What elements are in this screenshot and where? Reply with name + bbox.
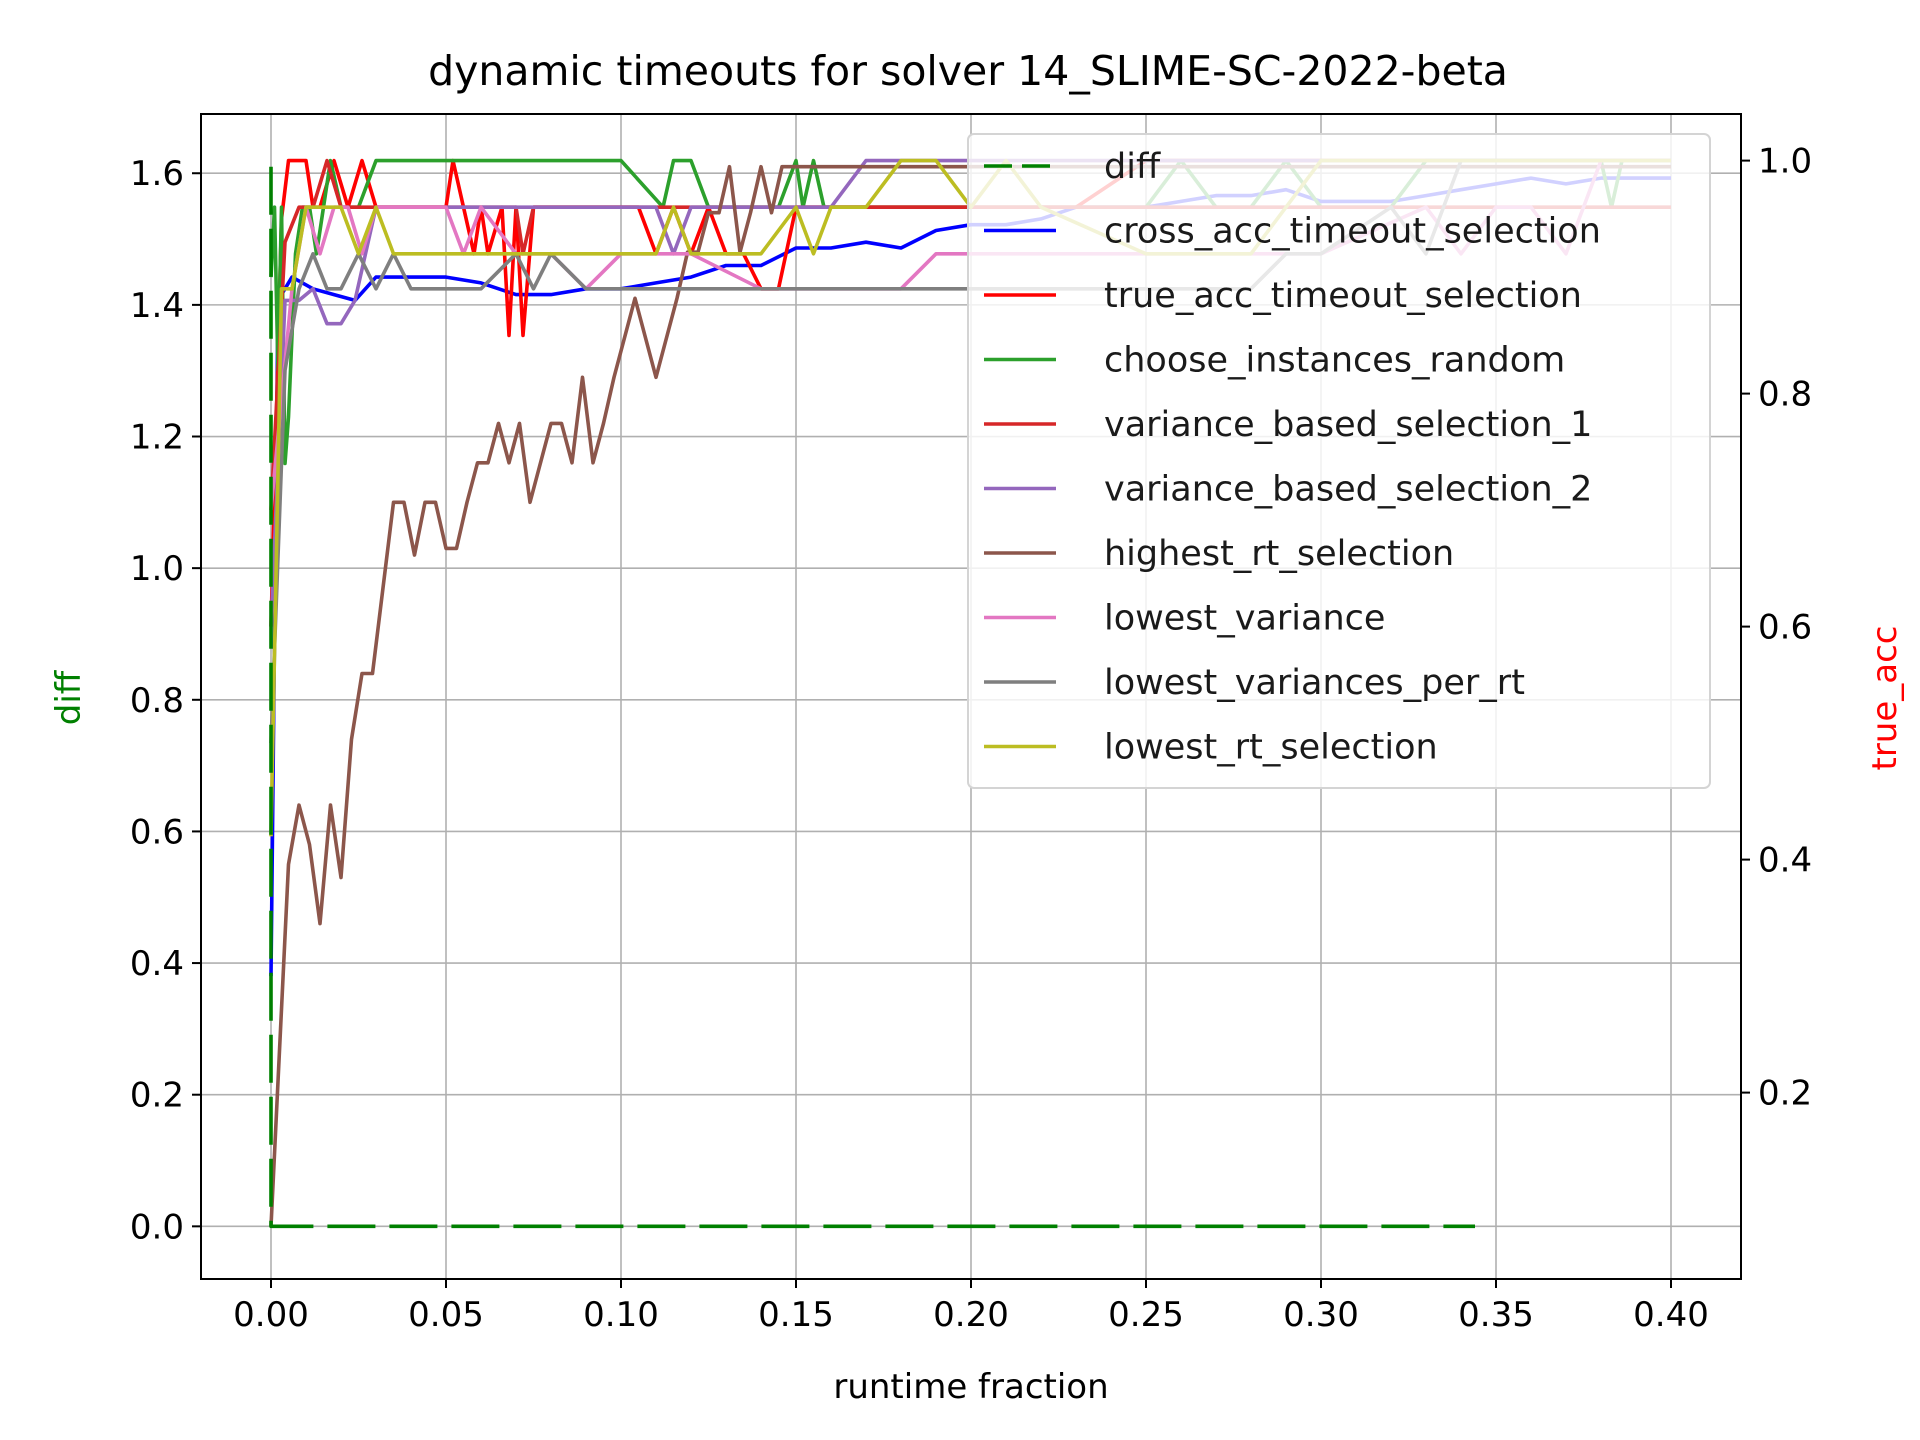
y-tick-label-left: 0.6 xyxy=(130,812,184,852)
x-axis-title: runtime fraction xyxy=(833,1367,1108,1407)
x-tick-label: 0.40 xyxy=(1633,1295,1709,1335)
y-tick-label-right: 1.0 xyxy=(1758,142,1812,182)
legend-label: lowest_variances_per_rt xyxy=(1104,663,1525,703)
y-tick-label-right: 0.2 xyxy=(1758,1074,1812,1114)
x-tick-label: 0.15 xyxy=(758,1295,834,1335)
x-tick-label: 0.30 xyxy=(1283,1295,1359,1335)
y-tick-label-right: 0.6 xyxy=(1758,608,1812,648)
legend-label: highest_rt_selection xyxy=(1104,534,1454,574)
y-tick-label-right: 0.8 xyxy=(1758,375,1812,415)
legend-label: diff xyxy=(1104,147,1161,187)
x-tick-label: 0.25 xyxy=(1108,1295,1184,1335)
axis-ticks: 0.00 0.05 0.10 0.15 0.20 0.25 0.30 0.35 0.40 0.0 0… xyxy=(130,142,1812,1335)
legend-label: true_acc_timeout_selection xyxy=(1104,276,1582,316)
y-tick-label-left: 1.2 xyxy=(130,418,184,458)
legend-label: lowest_variance xyxy=(1104,599,1385,639)
y-tick-label-left: 0.8 xyxy=(130,681,184,721)
y-tick-label-left: 0.2 xyxy=(130,1076,184,1116)
x-tick-label: 0.00 xyxy=(233,1295,309,1335)
y-tick-label-right: 0.4 xyxy=(1758,841,1812,881)
x-tick-label: 0.05 xyxy=(408,1295,484,1335)
legend-box xyxy=(967,133,1711,789)
y-tick-label-left: 1.6 xyxy=(130,154,184,194)
series-line-highest-rt-selection xyxy=(269,164,1671,1227)
x-tick-label: 0.10 xyxy=(583,1295,659,1335)
y-axis-title-left: diff xyxy=(49,669,89,725)
x-tick-label: 0.20 xyxy=(933,1295,1009,1335)
legend-label: choose_instances_random xyxy=(1104,341,1565,381)
y-tick-label-left: 0.0 xyxy=(130,1207,184,1247)
series-line-diff xyxy=(269,166,1475,1229)
legend-label: cross_acc_timeout_selection xyxy=(1104,212,1601,252)
y-tick-label-left: 1.0 xyxy=(130,549,184,589)
legend-label: variance_based_selection_1 xyxy=(1104,405,1592,445)
legend-label: lowest_rt_selection xyxy=(1104,728,1438,768)
y-tick-label-left: 0.4 xyxy=(130,944,184,984)
legend-label: variance_based_selection_2 xyxy=(1104,470,1592,510)
legend: diff cross_acc_timeout_selection true_acc_… xyxy=(967,133,1711,789)
y-tick-label-left: 1.4 xyxy=(130,286,184,326)
y-axis-title-right: true_acc xyxy=(1865,626,1905,771)
x-tick-label: 0.35 xyxy=(1458,1295,1534,1335)
chart-title: dynamic timeouts for solver 14_SLIME-SC-… xyxy=(428,47,1508,95)
